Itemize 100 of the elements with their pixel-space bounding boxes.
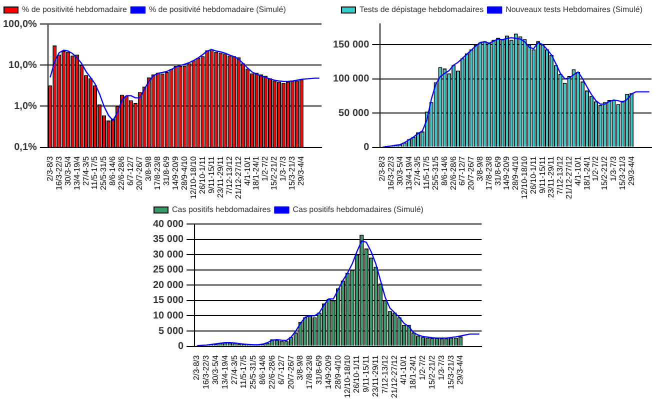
legend-label: Tests de dépistage hebdomadaires <box>359 5 484 14</box>
x-tick-label: 31/8-6/9 <box>493 156 502 186</box>
x-tick-label: 12/10-18/10 <box>342 354 352 398</box>
x-tick-label: 9/11-15/11 <box>538 156 547 194</box>
x-tick-label: 27/4-3/5 <box>81 156 90 186</box>
x-tick-label: 28/9-4/10 <box>511 156 520 190</box>
x-tick-label: 8/6-14/6 <box>258 354 268 385</box>
x-tick-label: 26/10-1/11 <box>198 156 207 194</box>
x-tick-label: 15/3-21/3 <box>288 156 297 190</box>
x-tick-label: 25/5-31/5 <box>99 156 108 190</box>
x-tick-label: 23/11-29/11 <box>216 156 225 198</box>
x-tick-label: 3/8-9/8 <box>475 156 484 182</box>
x-tick-label: 31/8-6/9 <box>314 354 324 385</box>
legend-label: Cas positifs hebdomadaires (Simulé) <box>292 205 424 214</box>
legend-label: Nouveaux tests Hebdomaires (Simulé) <box>506 5 643 14</box>
x-tick-label: 16/3-22/3 <box>202 354 211 390</box>
y-tick-label: 40 000 <box>152 218 184 230</box>
x-tick-label: 1/3-7/3 <box>436 354 446 380</box>
x-tick-label: 17/8-23/8 <box>484 156 494 190</box>
x-tick-label: 4/1-10/1 <box>242 156 252 186</box>
y-tick-label: 30 000 <box>152 249 184 260</box>
x-tick-label: 1/2-7/2 <box>591 156 600 182</box>
y-tick-label: 150 000 <box>332 39 370 50</box>
x-tick-label: 12/10-18/10 <box>520 156 529 199</box>
y-tick-label: 0 <box>178 341 184 352</box>
x-tick-label: 17/8-23/8 <box>305 354 314 390</box>
x-tick-label: 18/1-24/1 <box>252 156 261 190</box>
x-tick-label: 9/11-15/11 <box>362 354 371 392</box>
y-tick-label: 25 000 <box>152 264 184 276</box>
x-tick-label: 30/3-5/4 <box>63 156 72 186</box>
x-tick-label: 22/6-28/6 <box>448 156 458 190</box>
x-tick-label: 22/6-28/6 <box>117 156 126 190</box>
x-tick-label: 11/5-17/5 <box>422 156 432 190</box>
x-tick-label: 7/12-13/12 <box>224 156 234 195</box>
x-tick-label: 2/3-8/3 <box>378 156 387 182</box>
x-tick-label: 29/3-4/4 <box>296 156 306 186</box>
x-tick-label: 2/3-8/3 <box>45 156 54 182</box>
x-tick-label: 18/1-24/1 <box>408 354 418 390</box>
x-tick-label: 21/12-27/12 <box>234 156 243 199</box>
x-tick-label: 1/3-7/3 <box>608 156 618 182</box>
y-tick-label: 20 000 <box>152 280 184 291</box>
x-tick-label: 4/1-10/1 <box>399 354 408 385</box>
x-tick-label: 15/2-21/2 <box>600 156 610 190</box>
x-tick-label: 22/6-28/6 <box>267 354 276 390</box>
x-tick-label: 6/7-12/7 <box>276 354 286 385</box>
x-tick-label: 9/11-15/11 <box>206 156 216 194</box>
x-tick-label: 26/10-1/11 <box>352 354 362 393</box>
x-tick-label: 11/5-17/5 <box>90 156 100 190</box>
x-tick-label: 1/2-7/2 <box>260 156 270 182</box>
y-tick-label: 0,1% <box>14 142 38 154</box>
x-tick-label: 31/8-6/9 <box>162 156 172 186</box>
x-tick-label: 2/3-8/3 <box>192 354 202 380</box>
y-tick-label: 0 <box>364 142 370 154</box>
x-tick-label: 1/2-7/2 <box>418 354 428 380</box>
x-tick-label: 8/6-14/6 <box>440 156 449 186</box>
x-tick-label: 1/3-7/3 <box>278 156 288 182</box>
x-tick-label: 18/1-24/1 <box>582 156 592 190</box>
y-tick-label: 100 000 <box>332 74 370 85</box>
y-tick-label: 100,0% <box>2 18 38 30</box>
x-tick-label: 20/7-26/7 <box>286 354 296 390</box>
x-tick-label: 3/8-9/8 <box>144 156 154 182</box>
x-tick-label: 23/11-29/11 <box>371 354 380 397</box>
x-tick-label: 15/2-21/2 <box>427 354 436 390</box>
x-tick-label: 30/3-5/4 <box>395 156 404 186</box>
x-tick-label: 17/8-23/8 <box>153 156 162 190</box>
x-tick-label: 3/8-9/8 <box>296 354 305 380</box>
x-tick-label: 27/4-3/5 <box>230 354 239 385</box>
y-tick-label: 1,0% <box>14 100 38 112</box>
x-tick-label: 7/12-13/12 <box>380 354 390 394</box>
x-tick-label: 16/3-22/3 <box>386 156 396 190</box>
x-tick-label: 13/4-19/4 <box>404 156 414 190</box>
legend-label: % de positivité hebdomadaire (Simulé) <box>148 5 286 14</box>
x-tick-label: 6/7-12/7 <box>126 156 136 186</box>
y-tick-label: 10,0% <box>8 60 38 71</box>
x-tick-label: 15/3-21/3 <box>618 156 627 190</box>
legend-label: % de positivité hebdomadaire <box>22 5 128 14</box>
legend-label: Cas positifs hebdomadaires <box>172 205 271 214</box>
x-tick-label: 7/12-13/12 <box>556 156 565 195</box>
x-tick-label: 14/9-20/9 <box>324 354 333 390</box>
x-tick-label: 27/4-3/5 <box>413 156 422 186</box>
x-tick-label: 20/7-26/7 <box>466 156 476 190</box>
x-tick-label: 25/5-31/5 <box>248 354 258 390</box>
y-tick-label: 50 000 <box>338 108 370 119</box>
x-tick-label: 13/4-19/4 <box>220 354 230 390</box>
x-tick-label: 25/5-31/5 <box>430 156 440 190</box>
x-tick-label: 20/7-26/7 <box>135 156 144 190</box>
x-tick-label: 29/3-4/4 <box>456 354 465 385</box>
x-tick-label: 8/6-14/6 <box>108 156 118 186</box>
x-tick-label: 26/10-1/11 <box>528 156 538 194</box>
y-tick-label: 5 000 <box>158 326 184 337</box>
x-tick-label: 6/7-12/7 <box>458 156 467 186</box>
y-tick-label: 10 000 <box>152 310 184 322</box>
x-tick-label: 30/3-5/4 <box>210 354 220 385</box>
x-tick-label: 28/9-4/10 <box>180 156 189 190</box>
x-tick-label: 4/1-10/1 <box>573 156 582 186</box>
x-tick-label: 15/3-21/3 <box>446 354 456 390</box>
y-tick-label: 15 000 <box>152 295 184 306</box>
x-tick-label: 14/9-20/9 <box>170 156 180 190</box>
x-tick-label: 13/4-19/4 <box>72 156 82 190</box>
x-tick-label: 15/2-21/2 <box>270 156 279 190</box>
